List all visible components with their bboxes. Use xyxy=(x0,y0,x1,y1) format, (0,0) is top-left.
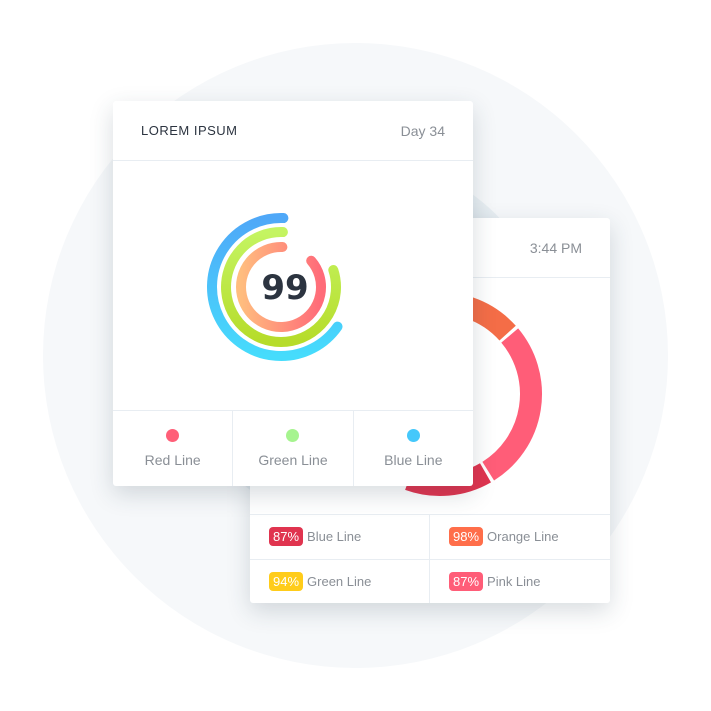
score-value: 99 xyxy=(261,268,308,308)
stat-badge: 94% xyxy=(269,571,304,591)
legend-label: Red Line xyxy=(144,452,201,468)
stat-label: Pink Line xyxy=(487,573,541,589)
legend-label: Green Line xyxy=(258,452,328,468)
stat-badge: 87% xyxy=(269,527,304,547)
stat-label: Green Line xyxy=(307,573,372,589)
legend-dot xyxy=(166,429,180,442)
time-label: 3:44 PM xyxy=(529,239,582,256)
ring-green xyxy=(221,227,341,347)
legend-label: Blue Line xyxy=(384,452,443,468)
legend: Red Line Green Line Blue Line xyxy=(113,410,473,486)
stat-badge: 98% xyxy=(449,527,484,547)
stats-grid: 87% Blue Line 98% Orange Line 94% Green Lin… xyxy=(250,514,610,603)
stat-label: Blue Line xyxy=(307,529,362,545)
activity-rings: 99 xyxy=(207,213,343,361)
stat-item: 94% Green Line xyxy=(250,559,430,603)
ring-red xyxy=(236,242,326,332)
legend-dot xyxy=(286,429,300,442)
card-title: LOREM IPSUM xyxy=(141,123,238,138)
legend-item-blue: Blue Line xyxy=(354,411,473,486)
legend-item-red: Red Line xyxy=(113,411,234,486)
stat-badge: 87% xyxy=(449,571,484,591)
stat-item: 87% Blue Line xyxy=(250,515,430,560)
day-label: Day 34 xyxy=(400,122,445,139)
stat-item: 87% Pink Line xyxy=(430,560,610,604)
ring-blue xyxy=(207,213,343,361)
legend-dot xyxy=(406,429,420,442)
donut-segment xyxy=(482,328,542,481)
rings-card: LOREM IPSUM Day 34 99 Red Line Green Lin… xyxy=(113,101,473,486)
stat-item: 98% Orange Line xyxy=(430,515,610,560)
stat-label: Orange Line xyxy=(487,529,559,545)
rings-card-header: LOREM IPSUM Day 34 xyxy=(113,101,473,161)
legend-item-green: Green Line xyxy=(233,411,354,486)
